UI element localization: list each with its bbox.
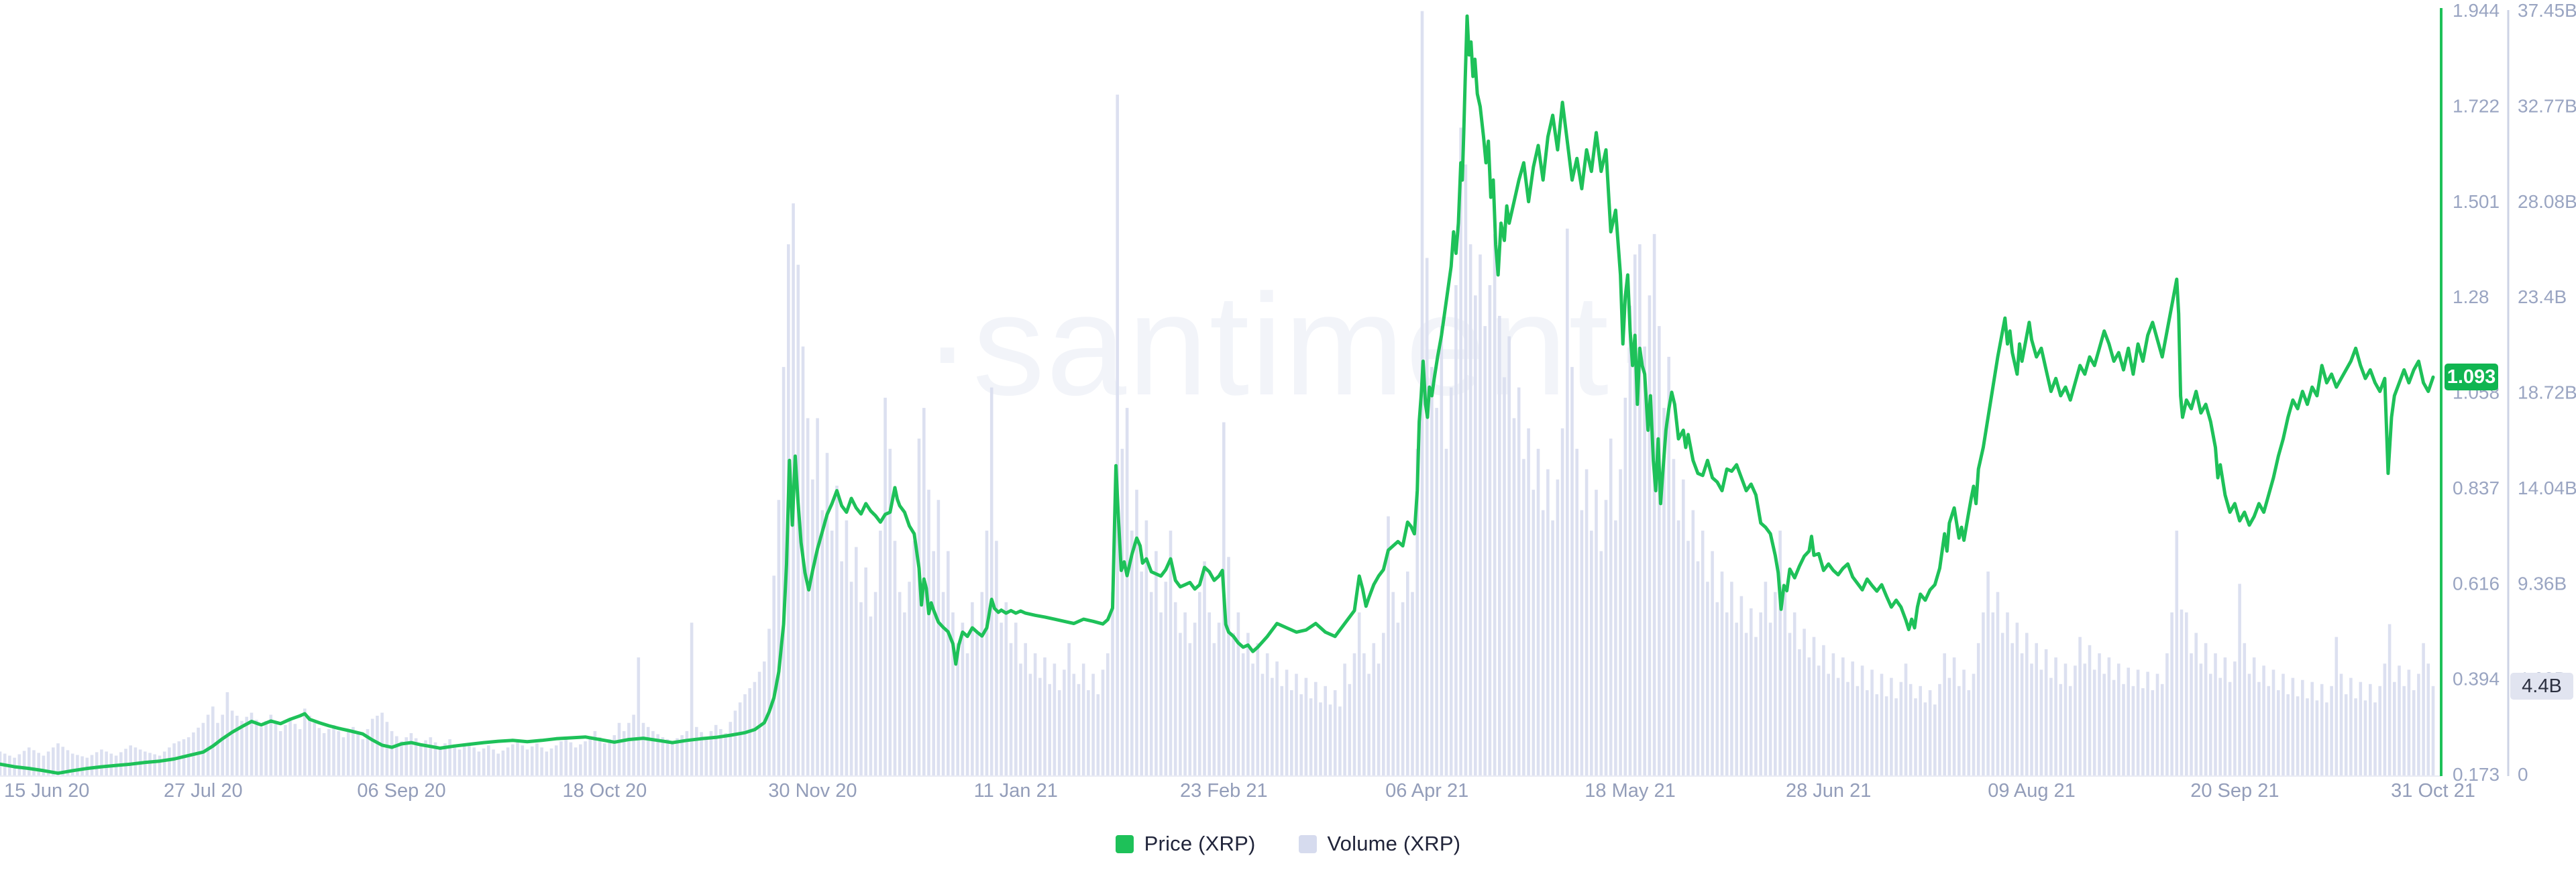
- x-axis-date-label: 31 Oct 21: [2391, 780, 2475, 802]
- legend-item-volume[interactable]: Volume (XRP): [1298, 832, 1461, 856]
- x-axis-date-label: 18 May 21: [1585, 780, 1675, 802]
- price-axis-tick-label: 1.722: [2453, 95, 2500, 116]
- volume-axis-tick-label: 37.45B: [2518, 0, 2576, 21]
- santiment-watermark: ·santiment·: [923, 264, 1659, 425]
- x-axis-date-label: 09 Aug 21: [1988, 780, 2076, 802]
- x-axis-date-label: 18 Oct 20: [562, 780, 647, 802]
- x-axis-date-label: 06 Apr 21: [1385, 780, 1468, 802]
- volume-axis-tick-label: 32.77B: [2518, 95, 2576, 116]
- current-price-badge: 1.093: [2445, 364, 2498, 390]
- legend-item-price[interactable]: Price (XRP): [1115, 832, 1256, 856]
- volume-axis-tick-label: 28.08B: [2518, 191, 2576, 212]
- volume-axis-tick-label: 18.72B: [2518, 382, 2576, 403]
- volume-axis-tick-label: 0: [2518, 764, 2528, 785]
- price-axis-tick-label: 0.837: [2453, 478, 2500, 498]
- legend-swatch-icon: [1298, 834, 1317, 853]
- price-axis-tick-label: 0.173: [2453, 764, 2500, 785]
- x-axis-date-label: 28 Jun 21: [1786, 780, 1871, 802]
- x-axis-date-label: 06 Sep 20: [357, 780, 445, 802]
- legend-swatch-icon: [1115, 834, 1134, 853]
- x-axis-date-label: 30 Nov 20: [768, 780, 857, 802]
- price-axis-tick-label: 0.616: [2453, 573, 2500, 594]
- volume-axis-tick-label: 14.04B: [2518, 478, 2576, 498]
- volume-bars: [0, 11, 2435, 777]
- price-axis-tick-label: 0.394: [2453, 669, 2500, 690]
- x-axis-date-label: 11 Jan 21: [974, 780, 1058, 802]
- legend-label: Volume (XRP): [1327, 832, 1461, 855]
- x-axis-date-label: 15 Jun 20: [4, 780, 89, 802]
- volume-axis-tick-label: 9.36B: [2518, 573, 2567, 594]
- volume-axis-tick-label: 23.4B: [2518, 286, 2567, 307]
- price-axis-tick-label: 1.501: [2453, 191, 2500, 212]
- chart-legend: Price (XRP) Volume (XRP): [0, 832, 2576, 856]
- legend-label: Price (XRP): [1144, 832, 1256, 855]
- x-axis-date-label: 23 Feb 21: [1180, 780, 1268, 802]
- current-volume-badge: 4.4B: [2510, 673, 2573, 700]
- price-axis-tick-label: 1.28: [2453, 286, 2489, 307]
- price-line: [0, 14, 2435, 775]
- x-axis-date-label: 20 Sep 21: [2190, 780, 2279, 802]
- price-axis-tick-label: 1.944: [2453, 0, 2500, 21]
- x-axis-date-label: 27 Jul 20: [164, 780, 243, 802]
